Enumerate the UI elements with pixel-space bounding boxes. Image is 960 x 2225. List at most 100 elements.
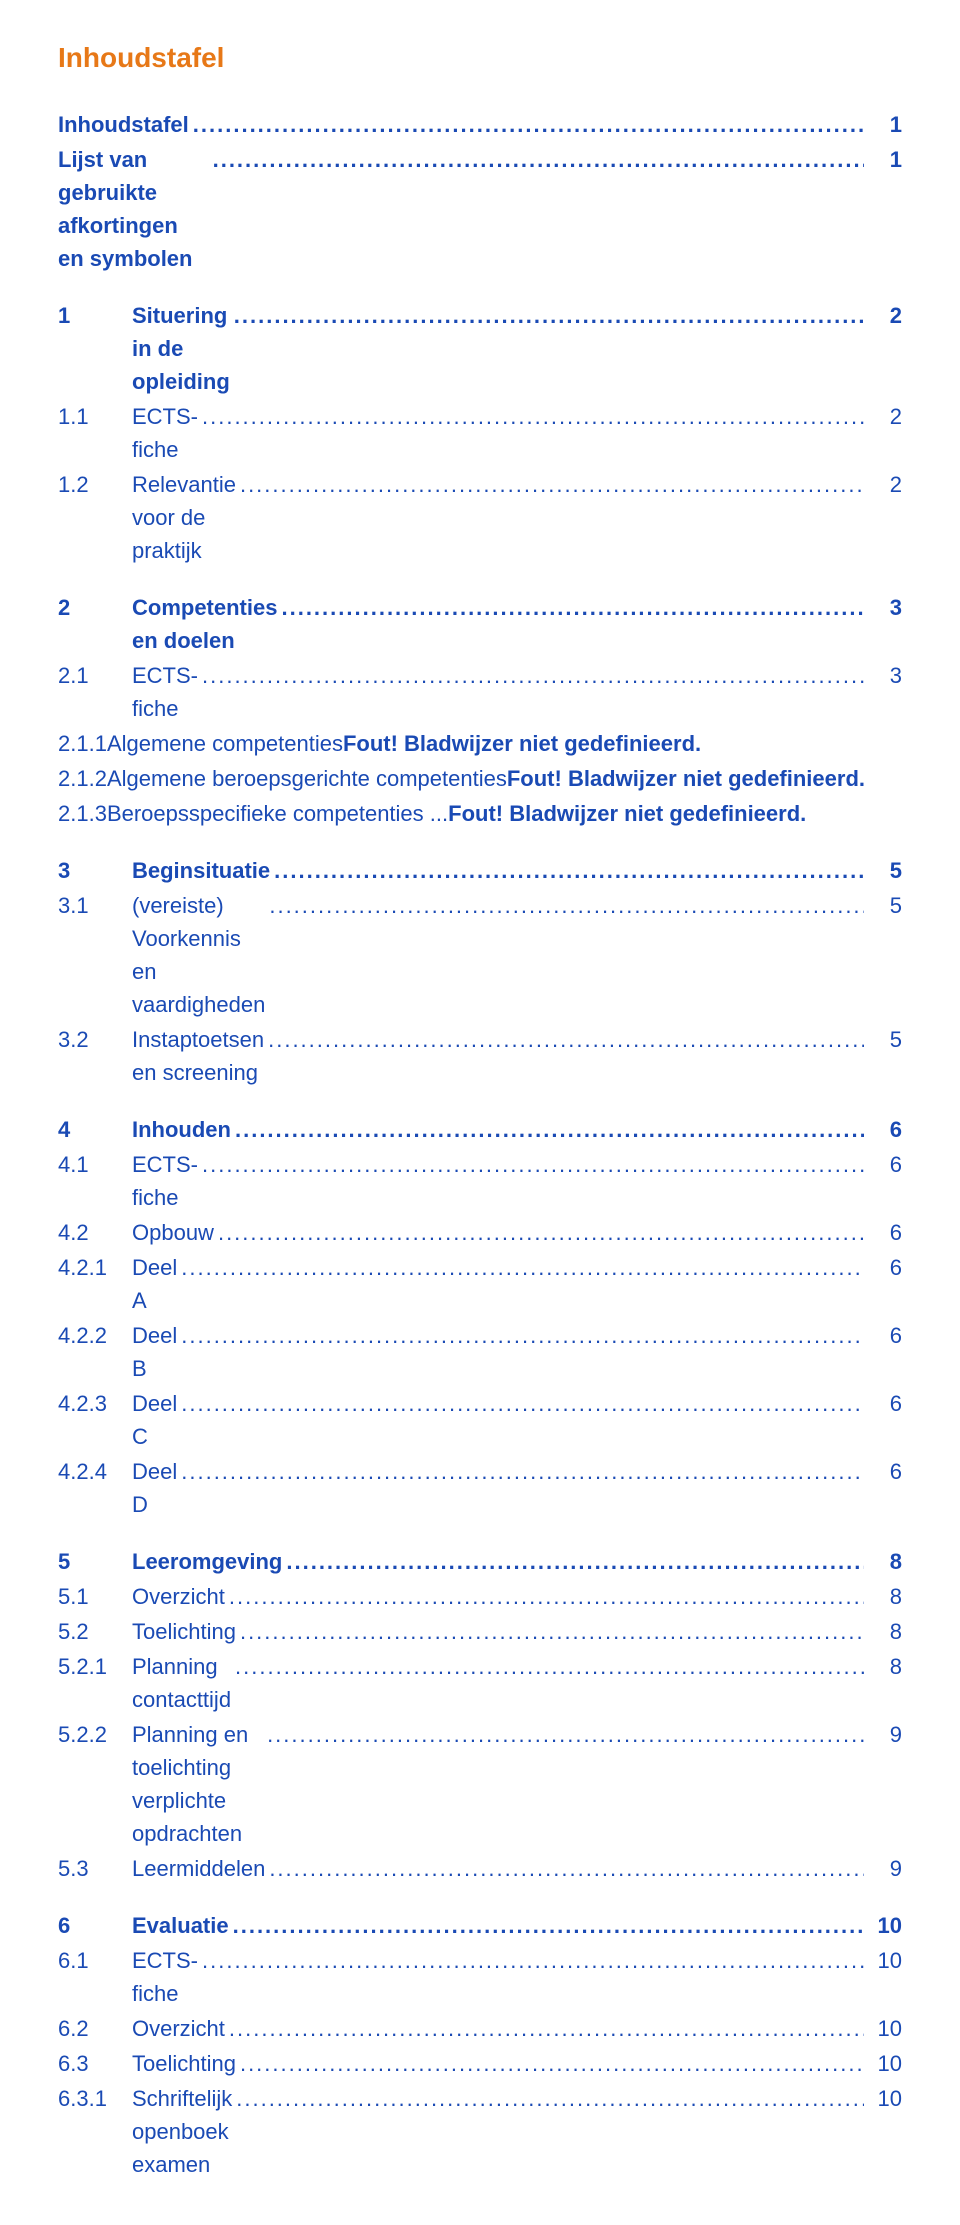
toc-entry: 5.3Leermiddelen9 [58, 1852, 902, 1885]
toc-leader-dots [179, 1387, 864, 1420]
toc-entry-page: 8 [864, 1580, 902, 1613]
toc-entry-number: 6.1 [58, 1944, 132, 1977]
toc-leader-dots [266, 1023, 864, 1056]
toc-entry-page: 6 [864, 1455, 902, 1488]
toc-entry-page: 10 [864, 2082, 902, 2115]
toc-entry-number: 6 [58, 1909, 132, 1942]
toc-entry-number: 5.1 [58, 1580, 132, 1613]
toc-entry: 6.3.1Schriftelijk openboek examen10 [58, 2082, 902, 2181]
toc-leader-dots [179, 1455, 864, 1488]
toc-entry-number: 1.2 [58, 468, 132, 501]
toc-entry-number: 4.2.1 [58, 1251, 132, 1284]
toc-entry-title: Inhoudstafel [58, 108, 191, 141]
toc-entry-number: 2.1 [58, 659, 132, 692]
toc-entry-title: Instaptoetsen en screening [132, 1023, 266, 1089]
toc-entry: 4.2.1Deel A6 [58, 1251, 902, 1317]
toc-leader-dots [179, 1251, 864, 1284]
toc-entry-title: Planning en toelichting verplichte opdra… [132, 1718, 265, 1850]
toc-entry-number: 1 [58, 299, 132, 332]
toc-leader-dots [227, 1580, 864, 1613]
toc-entry: 5.2Toelichting8 [58, 1615, 902, 1648]
toc-entry-page: 5 [864, 889, 902, 922]
toc-entry: 6.2Overzicht10 [58, 2012, 902, 2045]
toc-entry-error: 2.1.2Algemene beroepsgerichte competenti… [58, 762, 902, 795]
toc-entry: 4.2.2Deel B6 [58, 1319, 902, 1385]
toc-leader-dots [216, 1216, 864, 1249]
toc-leader-dots [227, 2012, 864, 2045]
toc-entry: 5.1Overzicht 8 [58, 1580, 902, 1613]
toc-leader-dots [200, 400, 864, 433]
toc-entry-title: Deel A [132, 1251, 179, 1317]
toc-entry-page: 8 [864, 1615, 902, 1648]
toc-entry-title: Algemene competentiesFout! Bladwijzer ni… [107, 727, 701, 760]
toc-entry-title: Overzicht [132, 2012, 227, 2045]
toc-entry-title: Evaluatie [132, 1909, 231, 1942]
toc-entry: 5Leeromgeving8 [58, 1545, 902, 1578]
toc-entry: 1Situering in de opleiding2 [58, 299, 902, 398]
toc-entry-title: ECTS-fiche [132, 1148, 200, 1214]
toc-error-text: Fout! Bladwijzer niet gedefinieerd. [507, 766, 865, 791]
section-gap [58, 277, 902, 297]
toc-error-text: Fout! Bladwijzer niet gedefinieerd. [448, 801, 806, 826]
toc-entry-number: 6.3.1 [58, 2082, 132, 2115]
toc-leader-dots [233, 1650, 864, 1683]
toc-entry-page: 8 [864, 1650, 902, 1683]
section-gap [58, 1523, 902, 1543]
toc-entry: Inhoudstafel1 [58, 108, 902, 141]
toc-entry-title: Leermiddelen [132, 1852, 267, 1885]
toc-entry-title: Leeromgeving [132, 1545, 284, 1578]
toc-entry: 4.2Opbouw 6 [58, 1216, 902, 1249]
toc-entry-error: 2.1.1Algemene competentiesFout! Bladwijz… [58, 727, 902, 760]
toc-entry-title: Deel D [132, 1455, 179, 1521]
toc-entry-title: Opbouw [132, 1216, 216, 1249]
toc-entry-number: 3.2 [58, 1023, 132, 1056]
toc-entry-title: Toelichting [132, 1615, 238, 1648]
toc-entry-page: 2 [864, 400, 902, 433]
toc-entry-title: Overzicht [132, 1580, 227, 1613]
toc-entry-title: Deel C [132, 1387, 179, 1453]
toc-entry-title: Lijst van gebruikte afkortingen en symbo… [58, 143, 211, 275]
toc-entry-title: ECTS-fiche [132, 659, 200, 725]
toc-entry: Lijst van gebruikte afkortingen en symbo… [58, 143, 902, 275]
toc-entry: 4Inhouden6 [58, 1113, 902, 1146]
toc-entry-title: Relevantie voor de praktijk [132, 468, 238, 567]
toc-leader-dots [233, 1113, 864, 1146]
toc-entry: 4.2.3Deel C6 [58, 1387, 902, 1453]
toc-leader-dots [179, 1319, 864, 1352]
toc-entry-number: 6.3 [58, 2047, 132, 2080]
toc-entry-page: 10 [864, 2047, 902, 2080]
toc-entry-number: 4.2.2 [58, 1319, 132, 1352]
toc-leader-dots [279, 591, 864, 624]
toc-leader-dots [272, 854, 864, 887]
toc-entry-page: 9 [864, 1852, 902, 1885]
toc-entry-title: Situering in de opleiding [132, 299, 232, 398]
toc-entry-title: Inhouden [132, 1113, 233, 1146]
toc-entry: 5.2.1Planning contacttijd8 [58, 1650, 902, 1716]
section-gap [58, 832, 902, 852]
toc-entry: 4.2.4Deel D6 [58, 1455, 902, 1521]
toc-entry: 1.2Relevantie voor de praktijk2 [58, 468, 902, 567]
toc-entry-title: ECTS-fiche [132, 1944, 200, 2010]
page-title: Inhoudstafel [58, 42, 902, 74]
toc-entry-page: 10 [864, 2012, 902, 2045]
toc-entry-page: 6 [864, 1387, 902, 1420]
toc-entry-number: 4.2 [58, 1216, 132, 1249]
toc-entry: 6.3Toelichting 10 [58, 2047, 902, 2080]
toc-entry-page: 3 [864, 591, 902, 624]
toc-entry-page: 8 [864, 1545, 902, 1578]
toc-entry-page: 1 [864, 143, 902, 176]
toc-entry-title: Competenties en doelen [132, 591, 279, 657]
toc-leader-dots [200, 659, 864, 692]
toc-entry-page: 6 [864, 1113, 902, 1146]
toc-entry-page: 6 [864, 1216, 902, 1249]
toc-leader-dots [232, 299, 864, 332]
toc-entry-number: 5.2.1 [58, 1650, 132, 1683]
toc-leader-dots [238, 468, 864, 501]
toc-leader-dots [200, 1944, 864, 1977]
toc-leader-dots [200, 1148, 864, 1181]
toc-entry-title: Beroepsspecifieke competenties ...Fout! … [107, 797, 806, 830]
toc-entry: 3.1(vereiste) Voorkennis en vaardigheden… [58, 889, 902, 1021]
toc-leader-dots [238, 2047, 864, 2080]
toc-entry-number: 1.1 [58, 400, 132, 433]
toc-entry-title: Toelichting [132, 2047, 238, 2080]
